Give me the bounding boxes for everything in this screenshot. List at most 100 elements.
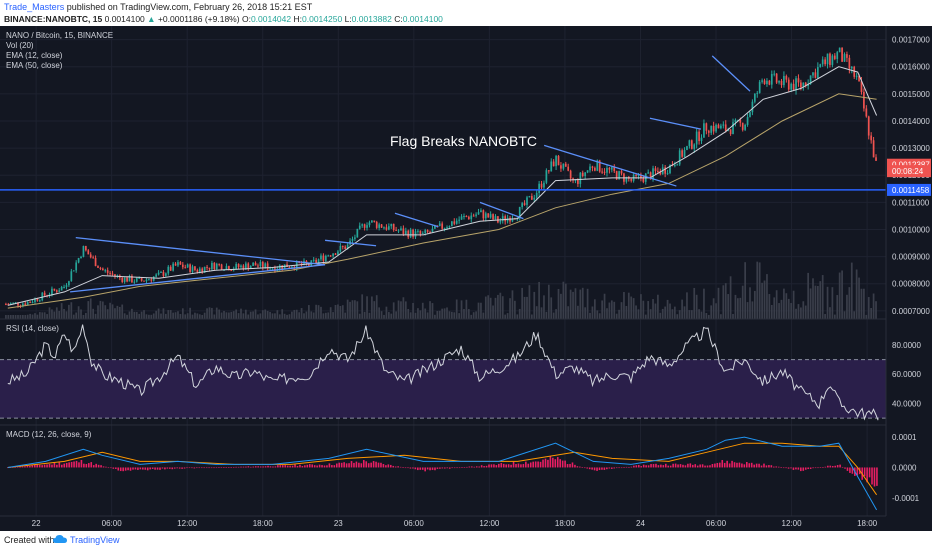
volume-bar: [729, 276, 732, 319]
candle-body: [225, 266, 228, 270]
volume-bar: [698, 309, 700, 319]
open-value: 0.0014042: [250, 14, 292, 24]
volume-bar: [623, 292, 625, 319]
candle-body: [686, 146, 688, 150]
legend-vol: Vol (20): [6, 41, 34, 50]
histogram-bar: [610, 467, 613, 469]
trendlines[interactable]: [70, 55, 751, 293]
volume-bar: [77, 306, 80, 319]
volume-bar: [361, 294, 364, 319]
volume-bars: [5, 261, 877, 319]
histogram-bar: [753, 464, 755, 468]
author-link[interactable]: Trade_Masters: [4, 2, 65, 12]
candle-body: [169, 266, 172, 271]
candle-body: [320, 255, 322, 260]
histogram-bar: [78, 462, 80, 468]
candle-body: [174, 263, 177, 266]
volume-bar: [642, 300, 645, 319]
volume-bar: [322, 313, 325, 319]
volume-bar: [802, 301, 805, 319]
chart-header: Trade_Masters published on TradingView.c…: [0, 0, 932, 26]
volume-bar: [89, 298, 92, 319]
volume-bar: [324, 312, 327, 319]
histogram-bar: [85, 463, 88, 468]
volume-bar: [378, 307, 381, 319]
histogram-bar: [714, 463, 716, 468]
histogram-bar: [173, 467, 176, 469]
histogram-bar: [488, 464, 490, 468]
volume-bar: [24, 315, 27, 319]
histogram-bar: [829, 465, 832, 468]
histogram-bar: [36, 464, 39, 468]
symbol-label: BINANCE:NANOBTC, 15: [4, 14, 103, 24]
candle-body: [591, 166, 594, 168]
price-axis[interactable]: 0.0017000 0.0016000 0.0015000 0.0014000 0.00…: [885, 26, 932, 531]
volume-bar: [843, 311, 846, 319]
candle-body: [829, 53, 831, 65]
volume-bar: [145, 314, 148, 319]
candle-body: [860, 81, 863, 92]
candle-body: [242, 265, 245, 270]
volume-bar: [773, 297, 776, 319]
candle-body: [729, 129, 732, 134]
volume-bar: [409, 312, 412, 319]
candle-body: [257, 265, 259, 267]
candle-body: [148, 279, 150, 281]
low-label: L:: [344, 14, 352, 24]
histogram-bar: [498, 463, 500, 468]
histogram-bar: [787, 467, 790, 469]
histogram-bar: [127, 467, 129, 471]
histogram-bar: [554, 459, 557, 468]
volume-bar: [545, 311, 548, 319]
histogram-bar: [628, 466, 630, 468]
volume-bar: [334, 304, 337, 319]
candle-body: [65, 285, 68, 287]
annotation-text[interactable]: Flag Breaks NANOBTC: [390, 133, 537, 149]
volume-bar: [392, 302, 395, 319]
volume-bar: [300, 308, 303, 319]
histogram-bar: [129, 467, 132, 471]
volume-bar: [569, 289, 572, 319]
candle-body: [836, 52, 839, 59]
histogram-bar: [205, 467, 208, 469]
candle-body: [722, 124, 725, 126]
histogram-bar: [382, 464, 385, 468]
volume-bar: [720, 314, 722, 319]
histogram-bar: [51, 464, 53, 468]
histogram-bar: [269, 466, 272, 468]
tradingview-brand[interactable]: TradingView: [70, 535, 120, 545]
volume-bar: [627, 292, 630, 319]
volume-bar: [85, 312, 87, 319]
trendline: [70, 264, 326, 293]
volume-bar: [846, 294, 848, 319]
candle-body: [53, 288, 56, 291]
chart-canvas[interactable]: Flag Breaks NANOBTC NANO / Bitcoin, 15, …: [0, 26, 932, 531]
histogram-bar: [802, 467, 805, 471]
candle-body: [717, 124, 720, 129]
volume-bar: [700, 311, 703, 319]
candle-body: [383, 227, 385, 229]
volume-bar: [387, 312, 390, 319]
volume-bar: [795, 308, 797, 319]
publish-info: published on TradingView.com, February 2…: [66, 2, 313, 12]
histogram-bar: [493, 464, 495, 468]
time-axis[interactable]: 22 06:00 12:00 18:00 23 06:00 12:00 18:00 24 06:0…: [0, 515, 932, 531]
candle-body: [589, 166, 591, 171]
histogram-bar: [746, 461, 748, 468]
candle-body: [308, 263, 310, 266]
histogram-bar: [841, 466, 844, 468]
volume-bar: [504, 314, 507, 319]
volume-bar: [58, 310, 61, 319]
histogram-bar: [834, 465, 836, 468]
candle-body: [812, 72, 814, 76]
price-tick-label: 0.0013000: [892, 144, 930, 153]
histogram-bar: [537, 461, 539, 468]
histogram-bar: [657, 465, 660, 468]
volume-bar: [649, 309, 652, 319]
volume-bar: [126, 314, 128, 319]
candle-body: [41, 292, 44, 301]
histogram-bar: [259, 466, 262, 468]
histogram-bar: [240, 466, 242, 468]
histogram-bar: [281, 465, 284, 468]
histogram-bar: [448, 467, 451, 469]
